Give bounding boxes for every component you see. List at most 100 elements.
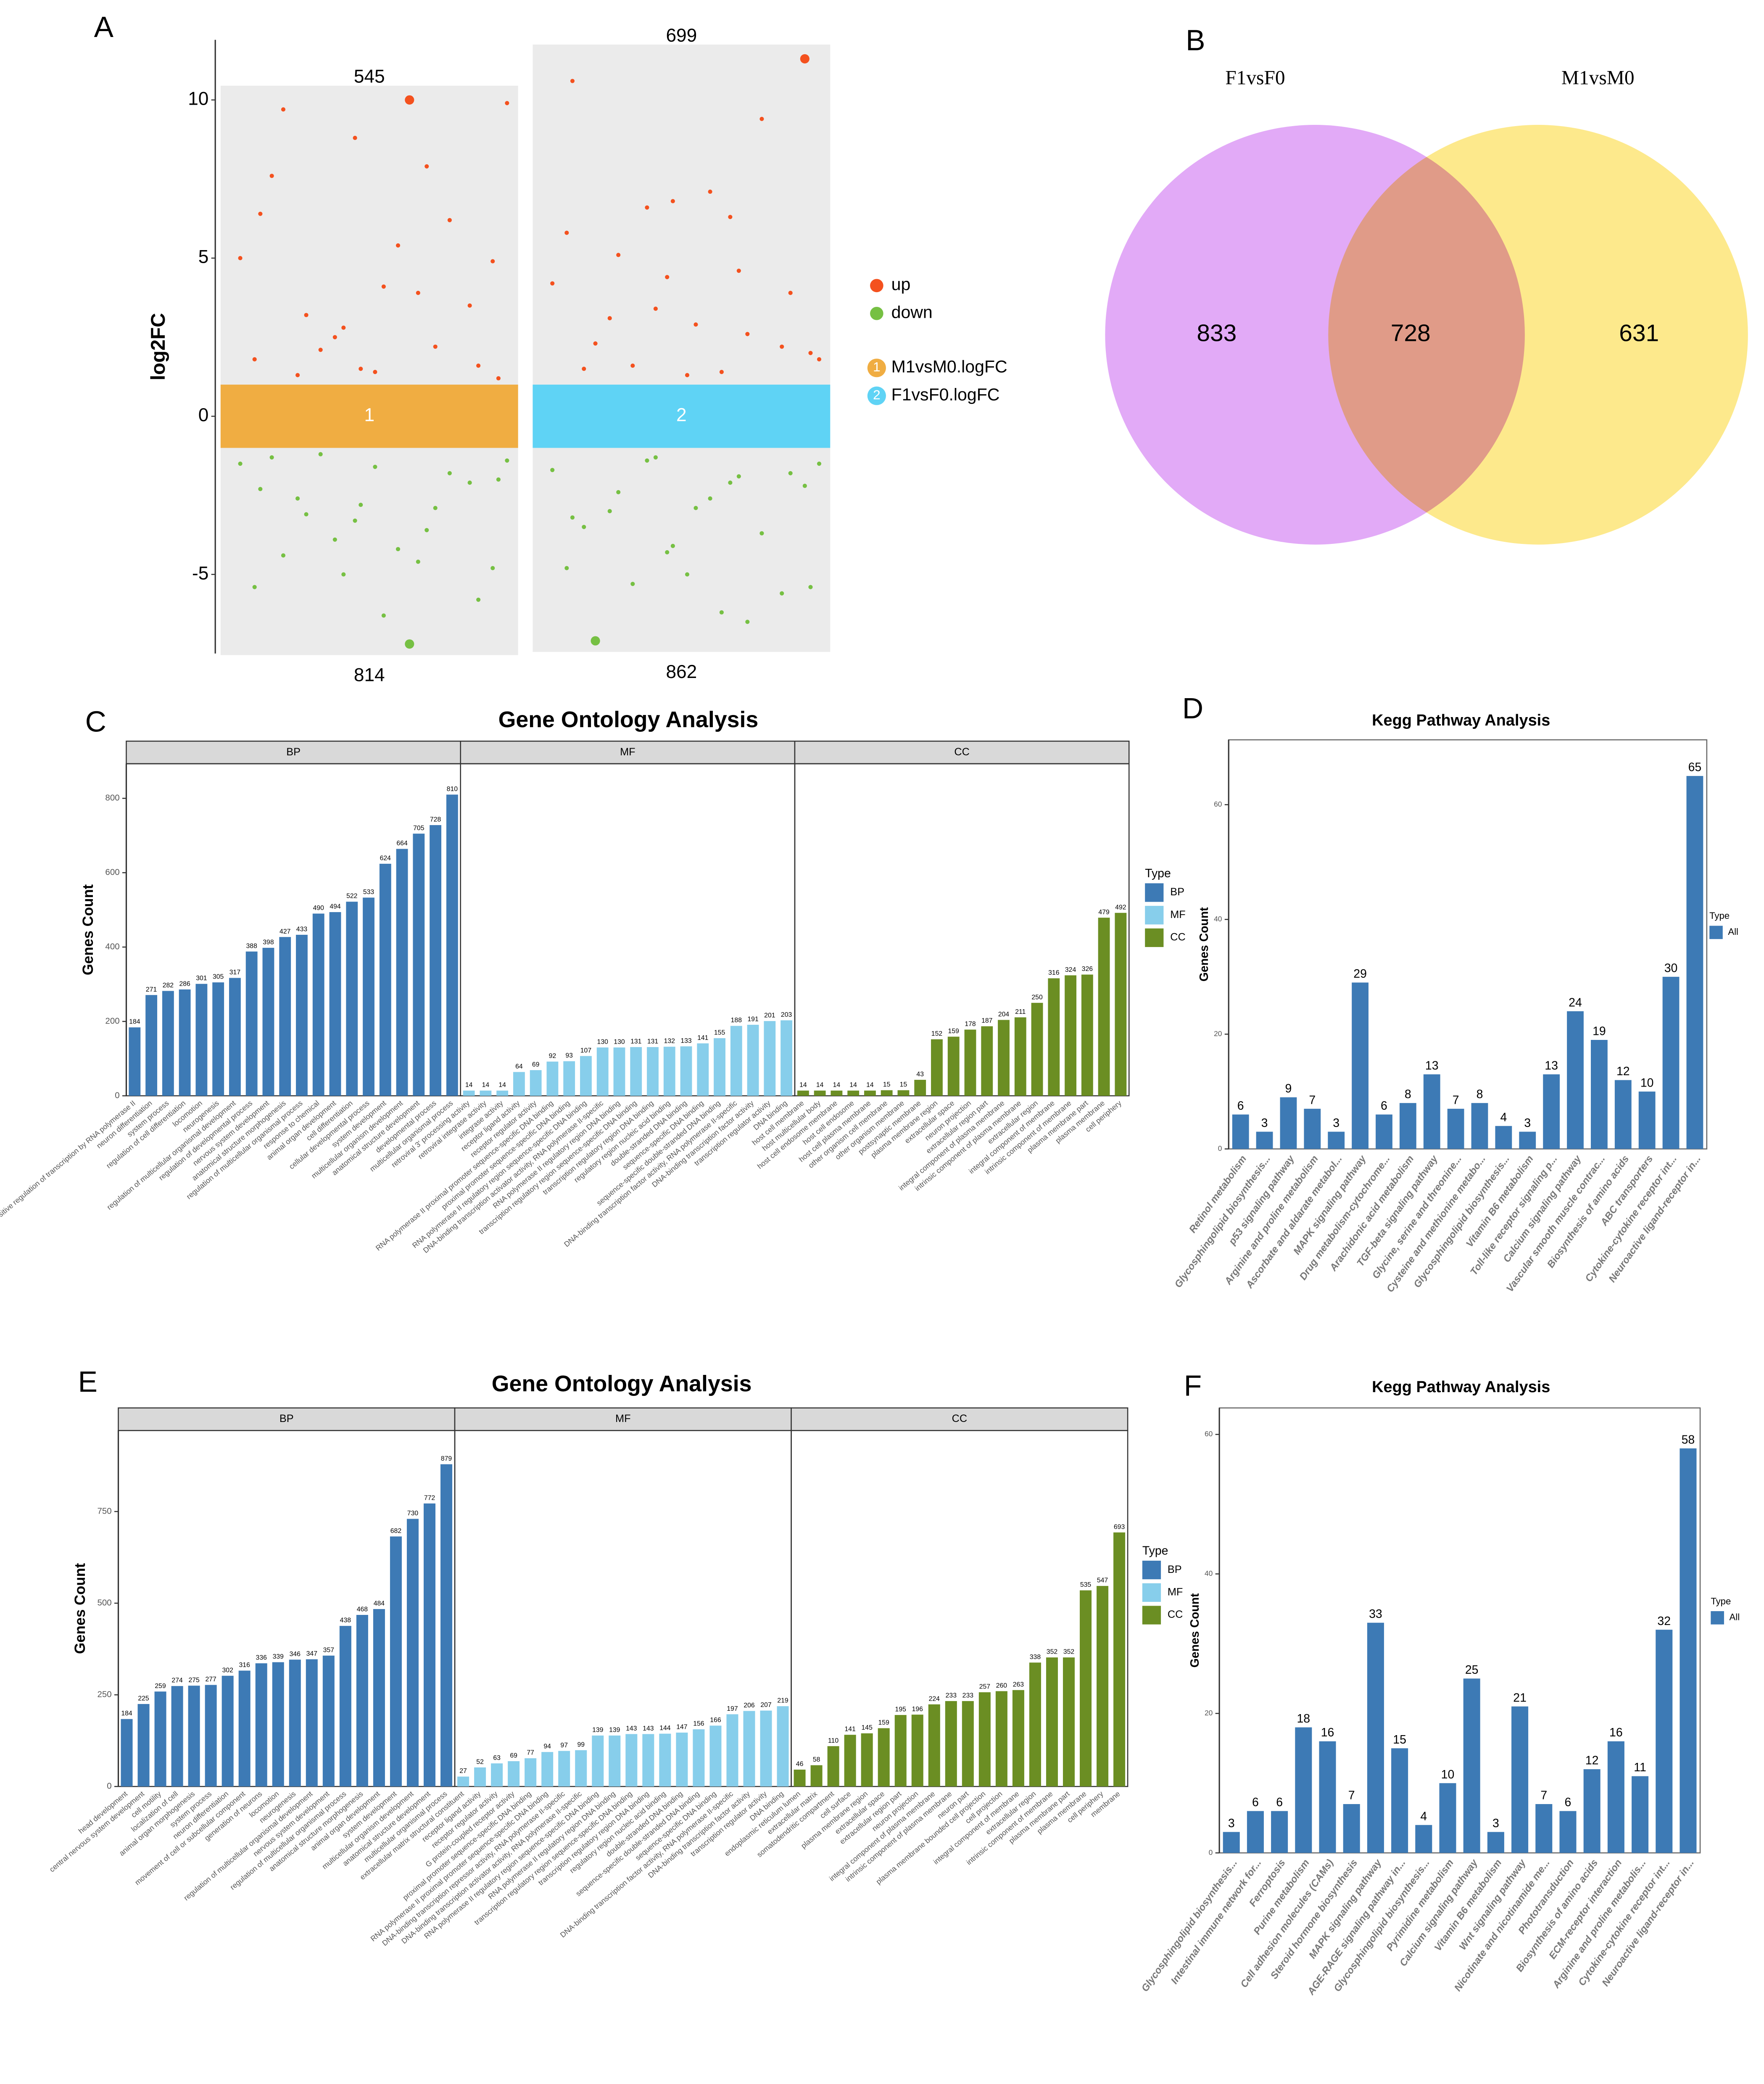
value-label: 46 <box>796 1761 804 1768</box>
bar <box>1487 1832 1504 1853</box>
up-point <box>630 363 635 368</box>
up-point <box>447 218 452 222</box>
bar <box>1535 1804 1553 1853</box>
plot-frame <box>1228 739 1708 1150</box>
up-count: 545 <box>354 66 385 87</box>
down-point <box>341 572 346 577</box>
up-point <box>332 335 337 340</box>
value-label: 224 <box>929 1695 940 1702</box>
bar <box>1304 1108 1321 1149</box>
bar <box>346 902 358 1096</box>
chart-title: Kegg Pathway Analysis <box>1372 712 1550 729</box>
y-tick-label: 200 <box>105 1016 119 1026</box>
up-point <box>405 95 414 105</box>
up-point <box>736 269 741 273</box>
value-label: 159 <box>948 1028 960 1035</box>
legend-label: BP <box>1170 886 1184 898</box>
value-label: 339 <box>273 1653 284 1660</box>
down-point <box>591 636 600 646</box>
value-label: 207 <box>760 1701 771 1709</box>
bar <box>379 863 391 1096</box>
bar <box>245 951 258 1096</box>
y-tick-label: 40 <box>1214 915 1222 923</box>
bar <box>1567 1011 1584 1149</box>
value-label: 21 <box>1513 1691 1527 1704</box>
bar <box>697 1043 709 1096</box>
up-point <box>381 284 386 289</box>
bar <box>296 934 308 1096</box>
facet-strip <box>460 741 796 765</box>
value-label: 879 <box>441 1455 452 1462</box>
y-axis-label: Genes Count <box>1197 907 1211 981</box>
value-label: 260 <box>996 1682 1007 1689</box>
down-point <box>252 585 257 589</box>
value-label: 271 <box>146 986 157 993</box>
bar <box>1638 1091 1656 1149</box>
down-point <box>745 620 750 624</box>
bar <box>642 1734 654 1787</box>
bar <box>221 1675 234 1787</box>
panel-letter: C <box>85 705 106 738</box>
bar <box>1439 1783 1456 1853</box>
down-point <box>396 547 401 551</box>
value-label: 6 <box>1276 1796 1283 1809</box>
value-label: 3 <box>1333 1116 1339 1130</box>
up-point <box>433 344 438 349</box>
up-point <box>467 303 472 308</box>
y-tick-label: 600 <box>105 868 119 877</box>
band-label: 2 <box>676 405 687 425</box>
down-count: 814 <box>354 665 385 686</box>
bar <box>1343 1804 1360 1853</box>
value-label: 191 <box>747 1016 758 1023</box>
value-label: 233 <box>946 1692 957 1699</box>
value-label: 275 <box>188 1677 200 1684</box>
bar <box>897 1090 910 1096</box>
venn-count: 728 <box>1391 320 1431 346</box>
up-point <box>653 306 658 311</box>
value-label: 166 <box>710 1717 721 1724</box>
up-point <box>645 205 649 210</box>
bar <box>609 1735 621 1787</box>
bar <box>714 1038 725 1096</box>
value-label: 65 <box>1688 761 1702 774</box>
value-label: 357 <box>323 1646 334 1654</box>
value-label: 522 <box>346 893 357 900</box>
bar <box>1352 982 1368 1149</box>
value-label: 274 <box>171 1677 183 1684</box>
value-label: 346 <box>290 1651 301 1658</box>
bar <box>339 1626 351 1787</box>
bar <box>964 1029 976 1096</box>
bar <box>179 989 191 1096</box>
facet-label: MF <box>620 746 635 758</box>
up-point <box>616 253 621 257</box>
value-label: 14 <box>816 1082 824 1089</box>
value-label: 4 <box>1500 1111 1507 1124</box>
facet-panel <box>460 763 796 1097</box>
value-label: 18 <box>1297 1712 1310 1725</box>
value-label: 352 <box>1047 1649 1057 1656</box>
down-point <box>802 483 807 488</box>
down-point <box>653 455 658 460</box>
bar <box>306 1659 318 1787</box>
bar <box>255 1663 267 1787</box>
legend-label: BP <box>1168 1564 1182 1575</box>
bar <box>1471 1103 1488 1149</box>
down-point <box>550 468 555 472</box>
value-label: 15 <box>900 1081 907 1088</box>
bar <box>998 1020 1010 1096</box>
y-tick-label: 60 <box>1214 800 1222 808</box>
value-label: 63 <box>493 1754 501 1762</box>
bar <box>1447 1108 1464 1149</box>
facet-strip <box>791 1407 1129 1431</box>
down-point <box>788 471 793 475</box>
bar <box>121 1719 133 1787</box>
panel-background <box>220 85 518 655</box>
value-label: 143 <box>626 1725 637 1732</box>
panel-letter: F <box>1184 1369 1202 1402</box>
value-label: 490 <box>313 905 324 912</box>
down-point <box>433 506 438 510</box>
bar <box>1543 1074 1560 1149</box>
up-point <box>788 290 793 295</box>
bar <box>596 1047 609 1096</box>
set-label: M1vsM0 <box>1561 67 1635 89</box>
